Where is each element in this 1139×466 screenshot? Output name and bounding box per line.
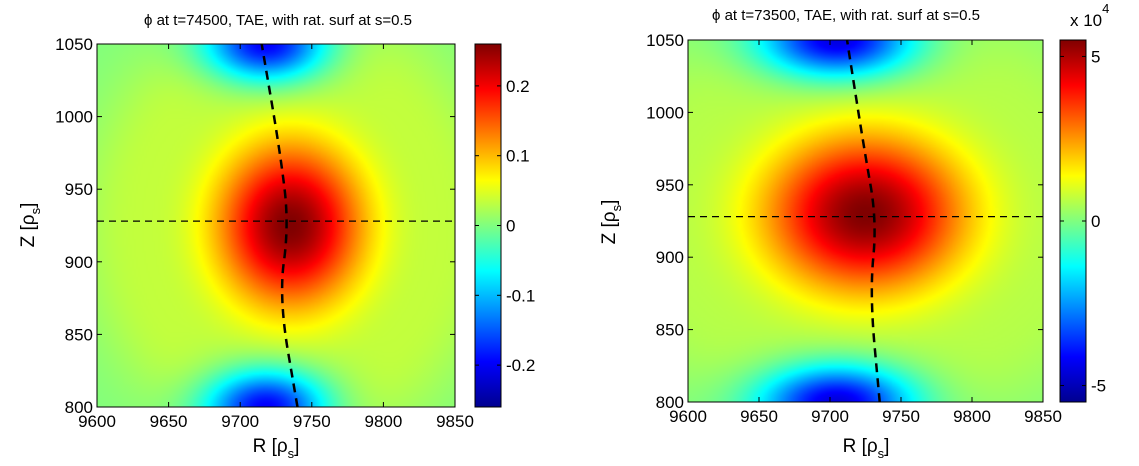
x-axis-label-sub-right: s	[878, 446, 885, 461]
colorbar-tick-label: 0.2	[506, 77, 530, 96]
x-axis-label-close-right: ]	[884, 436, 889, 457]
heatmap-panel-left: ϕ at t=74500, TAE, with rat. surf at s=0…	[18, 12, 535, 461]
colorbar-tick-label: -0.1	[506, 286, 535, 305]
colorbar-ticks-right: -5 0 5	[1060, 47, 1106, 396]
heatmap-image-left	[97, 44, 455, 407]
rational-surface-curve-right	[845, 39, 881, 403]
y-tick-label: 850	[656, 321, 684, 340]
y-axis-label-main-left: Z [ρ	[18, 214, 39, 247]
x-tick-label: 9700	[221, 412, 259, 431]
colorbar-tick-label: -0.2	[506, 356, 535, 375]
colorbar-tick-label: 0	[506, 217, 515, 236]
y-tick-label: 800	[65, 398, 93, 417]
x-tick-label: 9850	[1024, 407, 1062, 426]
y-axis-ticks-right: 800 850 900 950 1000 1050	[646, 31, 1043, 412]
colorbar-exponent-base-right: x 10	[1070, 11, 1102, 30]
y-tick-label: 1050	[55, 35, 93, 54]
x-tick-label: 9750	[293, 412, 331, 431]
x-tick-label: 9850	[436, 412, 474, 431]
y-tick-label: 950	[656, 176, 684, 195]
heatmap-panel-right: ϕ at t=73500, TAE, with rat. surf at s=0…	[599, 1, 1109, 461]
colorbar-tick-label: 5	[1091, 47, 1100, 66]
colorbar-exponent-right: x 104	[1070, 1, 1109, 30]
y-axis-label-sub-left: s	[28, 207, 43, 214]
x-tick-label: 9600	[669, 407, 707, 426]
y-axis-label-main-right: Z [ρ	[599, 211, 620, 244]
x-axis-label-left: R [ρs]	[253, 436, 300, 461]
colorbar-tick-label: 0.1	[506, 147, 530, 166]
y-axis-label-close-left: ]	[18, 203, 39, 208]
y-tick-label: 800	[656, 393, 684, 412]
rational-surface-curve-left	[260, 43, 299, 408]
colorbar-tick-label: -5	[1091, 377, 1106, 396]
y-tick-label: 1000	[55, 108, 93, 127]
chart-title-left: ϕ at t=74500, TAE, with rat. surf at s=0…	[144, 12, 412, 29]
x-axis-label-close-left: ]	[294, 436, 299, 457]
x-tick-label: 9750	[882, 407, 920, 426]
colorbar-tick-label: 0	[1091, 212, 1100, 231]
x-tick-label: 9650	[740, 407, 778, 426]
x-axis-ticks-right: 9600 9650 9700 9750 9800 9850	[669, 40, 1062, 426]
x-tick-label: 9600	[78, 412, 116, 431]
x-axis-label-sub-left: s	[288, 446, 295, 461]
x-axis-label-right: R [ρs]	[843, 436, 890, 461]
y-axis-label-sub-right: s	[609, 204, 624, 211]
colorbar-exponent-power-right: 4	[1102, 1, 1109, 16]
plot-frame-left	[96, 43, 456, 408]
chart-title-right: ϕ at t=73500, TAE, with rat. surf at s=0…	[712, 7, 980, 24]
x-tick-label: 9800	[953, 407, 991, 426]
plot-frame-right	[687, 39, 1044, 403]
y-tick-label: 900	[65, 253, 93, 272]
x-axis-label-main-left: R [ρ	[253, 436, 288, 457]
colorbar-right	[1059, 39, 1087, 403]
y-axis-label-left: Z [ρs]	[18, 203, 43, 248]
y-tick-label: 1050	[646, 31, 684, 50]
y-tick-label: 850	[65, 325, 93, 344]
x-tick-label: 9700	[811, 407, 849, 426]
x-tick-label: 9650	[150, 412, 188, 431]
y-tick-label: 1000	[646, 103, 684, 122]
y-tick-label: 950	[65, 180, 93, 199]
heatmap-image-right	[688, 40, 1043, 402]
y-tick-label: 900	[656, 248, 684, 267]
y-axis-label-right: Z [ρs]	[599, 200, 624, 245]
x-tick-label: 9800	[364, 412, 402, 431]
y-axis-ticks-left: 800 850 900 950 1000 1050	[55, 35, 455, 417]
x-axis-label-main-right: R [ρ	[843, 436, 878, 457]
colorbar-ticks-left: -0.2 -0.1 0 0.1 0.2	[475, 77, 535, 375]
y-axis-label-close-right: ]	[599, 200, 620, 205]
x-axis-ticks-left: 9600 9650 9700 9750 9800 9850	[78, 44, 474, 431]
